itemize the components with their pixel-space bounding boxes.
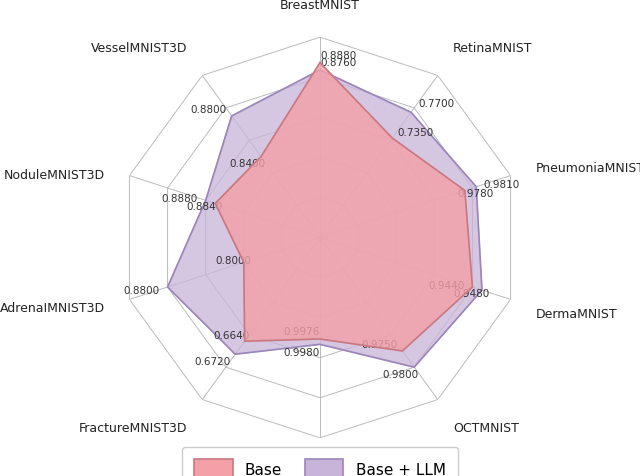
Text: 0.8800: 0.8800 [124,285,160,295]
Text: FractureMNIST3D: FractureMNIST3D [79,421,187,434]
Text: 0.9800: 0.9800 [383,369,419,379]
Text: VesselMNIST3D: VesselMNIST3D [90,42,187,55]
Text: 0.7700: 0.7700 [418,99,454,109]
Text: 0.9810: 0.9810 [484,180,520,190]
Text: 0.9750: 0.9750 [362,340,397,350]
Text: 0.8000: 0.8000 [216,255,252,265]
Text: 0.8880: 0.8880 [162,193,198,203]
Text: DermaMNIST: DermaMNIST [535,308,617,321]
Text: AdrenaIMNIST3D: AdrenaIMNIST3D [0,301,105,314]
Text: 0.8760: 0.8760 [320,58,356,68]
Polygon shape [215,63,472,351]
Text: 0.8800: 0.8800 [191,105,227,115]
Polygon shape [168,71,482,367]
Text: OCTMNIST: OCTMNIST [453,421,519,434]
Text: 0.9780: 0.9780 [457,188,493,198]
Text: 0.9980: 0.9980 [284,347,320,357]
Text: 0.9976: 0.9976 [284,327,320,336]
Text: RetinaMNIST: RetinaMNIST [453,42,532,55]
Text: 0.8400: 0.8400 [230,159,266,169]
Text: PneumoniaMNIST: PneumoniaMNIST [535,162,640,175]
Text: 0.8840: 0.8840 [187,201,223,211]
Text: 0.8880: 0.8880 [320,50,356,60]
Text: 0.9480: 0.9480 [453,288,490,298]
Text: 0.7350: 0.7350 [397,127,433,137]
Text: BreastMNIST: BreastMNIST [280,0,360,12]
Text: 0.6640: 0.6640 [213,330,250,340]
Text: 0.6720: 0.6720 [195,356,230,366]
Text: 0.9440: 0.9440 [429,280,465,290]
Text: OrganAMNIST: OrganAMNIST [277,464,363,476]
Legend: Base, Base + LLM: Base, Base + LLM [182,447,458,476]
Text: NoduleMNIST3D: NoduleMNIST3D [4,168,105,181]
